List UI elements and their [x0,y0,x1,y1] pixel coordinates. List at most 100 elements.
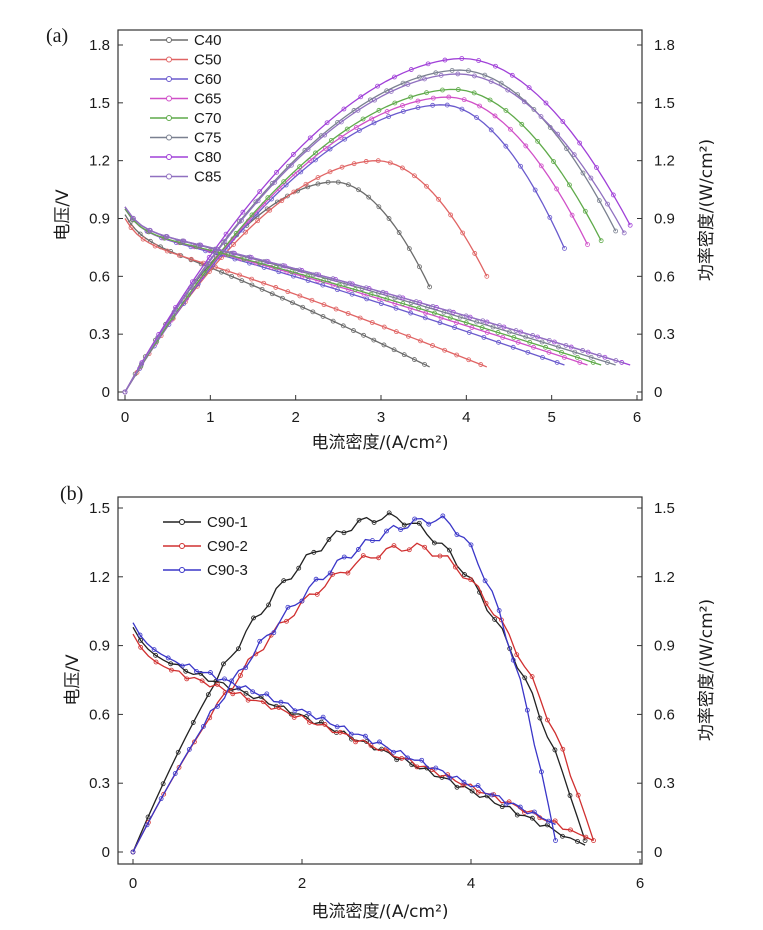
voltage-point [506,329,512,335]
voltage-point [457,314,463,320]
power-point [297,164,302,170]
power-point [532,187,538,193]
voltage-curve-c90-2 [132,633,594,842]
power-point [522,675,528,681]
power-point [172,308,178,314]
legend-label: C40 [194,32,222,49]
y2-tick-label: 0.3 [654,326,675,343]
voltage-point [580,348,585,353]
y-tick-label: 1.8 [89,37,110,54]
voltage-point [529,815,535,821]
x-axis-label-a: 电流密度/(A/cm²) [311,433,448,453]
series-c90-3 [130,513,558,855]
x-axis-label-b: 电流密度/(A/cm²) [311,902,448,922]
power-point [326,537,332,542]
x-tick-label: 4 [467,875,475,892]
power-point [356,517,362,523]
voltage-point [481,334,487,340]
voltage-point [454,352,460,358]
power-point [325,179,331,185]
voltage-point [437,320,443,326]
power-point [386,114,392,119]
power-point [313,150,318,156]
voltage-point [438,315,444,321]
legend-label: C70 [194,110,222,127]
y2-tick-label: 0.6 [654,268,675,285]
voltage-point [418,338,423,344]
power-point [255,218,261,224]
y2-tick-label: 1.5 [654,500,675,517]
voltage-point [447,775,453,781]
voltage-point [229,273,235,279]
legend-marker [166,37,172,43]
power-point [279,198,285,204]
power-point [243,665,249,671]
voltage-point [215,682,220,687]
voltage-point [380,289,386,295]
voltage-point [336,282,342,288]
power-point [598,238,604,244]
voltage-point [469,788,475,794]
voltage-point [400,301,406,306]
legend-label: C90-2 [207,538,248,555]
voltage-point [463,313,469,319]
voltage-point [347,280,353,286]
power-point [484,273,490,279]
y-tick-label: 0 [102,384,110,401]
voltage-point [199,678,205,684]
power-point [436,196,441,202]
power-point [145,820,151,825]
voltage-point [264,258,269,264]
power-point [460,230,466,236]
voltage-point [393,329,399,335]
power-point [371,120,377,126]
voltage-point [176,252,182,258]
power-point [454,532,460,538]
power-point [459,56,465,61]
power-point [575,792,581,798]
voltage-point [530,333,536,338]
voltage-point [180,238,186,244]
voltage-point [197,242,203,248]
voltage-point [496,323,502,329]
power-point [408,67,414,72]
power-point [243,229,249,235]
power-point [610,192,616,198]
power-point [468,577,474,583]
power-point [471,90,477,96]
power-point [315,175,321,180]
voltage-point [165,655,171,661]
voltage-point [322,722,328,727]
voltage-point [320,714,326,720]
voltage-point [183,668,189,674]
power-point [375,83,380,89]
legend-label: C85 [194,169,222,186]
power-point [376,555,382,561]
voltage-point [168,661,174,667]
power-point [613,228,619,234]
power-point [452,564,458,570]
voltage-point [236,685,242,691]
power-point [416,74,422,80]
power-point [175,749,181,755]
power-point [298,169,304,175]
power-point [447,547,452,553]
power-point [431,540,437,546]
voltage-point [489,792,495,798]
voltage-point [243,690,249,696]
legend-marker [166,76,172,82]
voltage-point [369,320,375,325]
power-point [488,78,494,84]
legend-item: C80 [150,149,222,166]
power-point [205,261,211,266]
x-tick-label: 3 [377,409,385,426]
voltage-point [442,347,448,353]
legend-item: C90-2 [163,538,248,555]
power-point [190,720,196,725]
power-curve-c90-2 [132,542,595,853]
power-point [594,165,599,170]
power-point [281,179,287,185]
power-point [296,565,302,571]
panel-a: (a) 电压/V 功率密度/(W/cm²) 电流密度/(A/cm²) 0 1 2 3 4… [46,25,717,453]
power-point [400,80,406,86]
